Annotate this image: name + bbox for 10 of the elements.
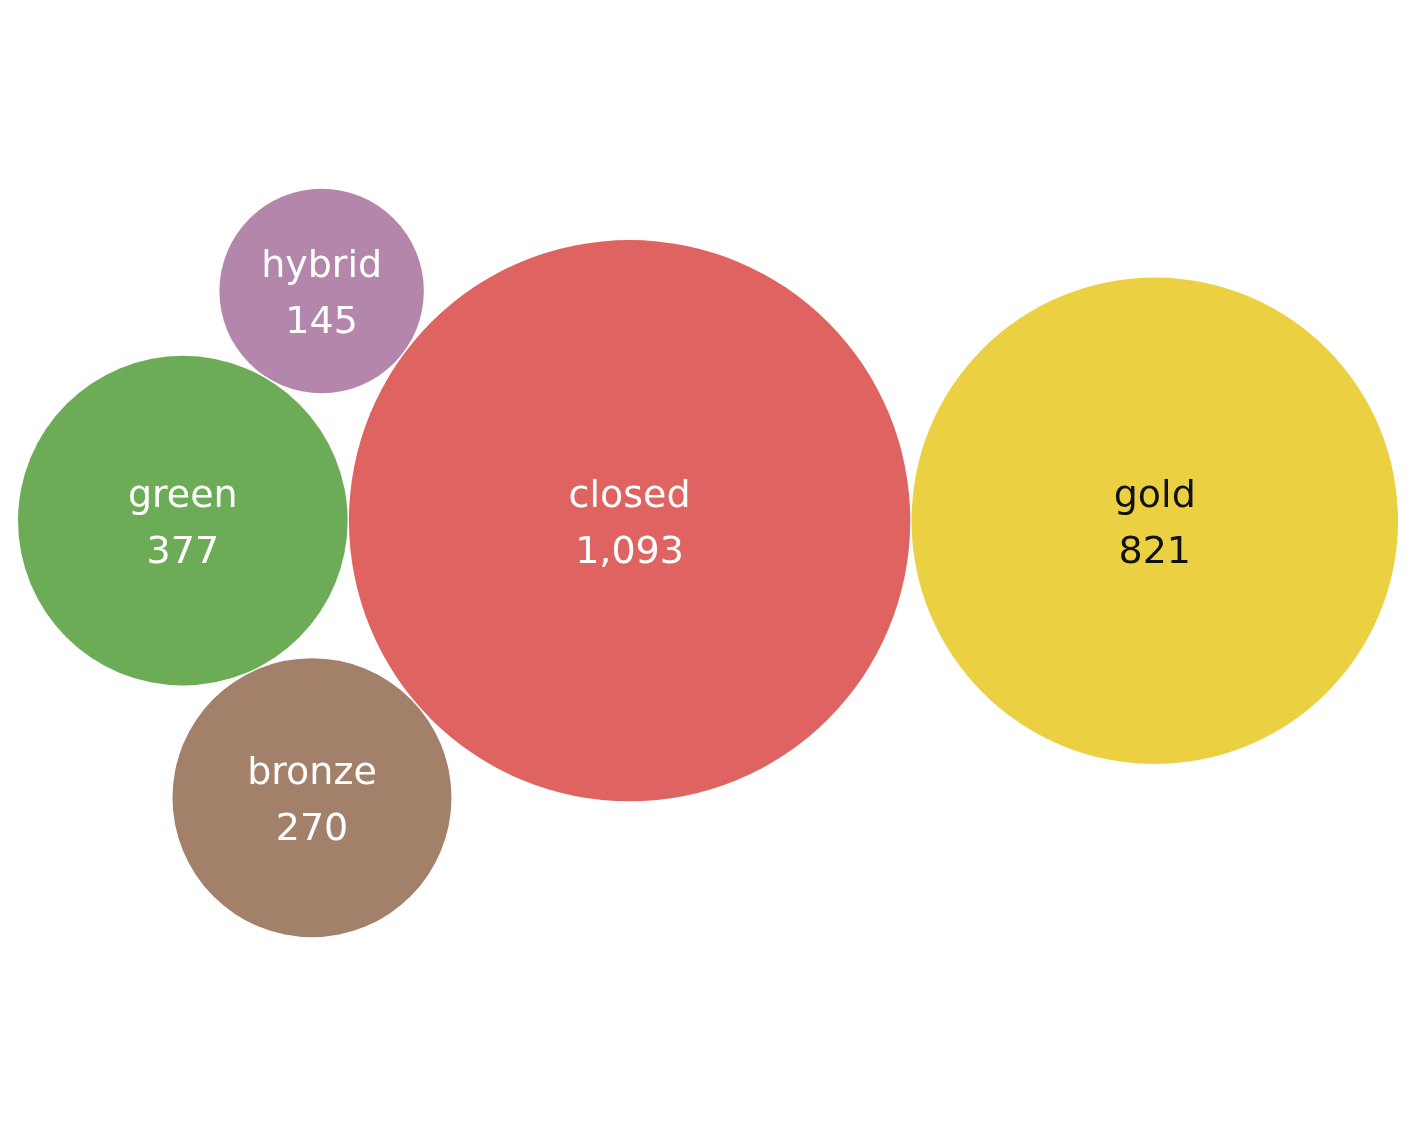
category-label: bronze <box>247 748 377 793</box>
category-label: green <box>127 471 238 516</box>
category-label: closed <box>568 471 691 516</box>
data-label: 821 <box>1118 527 1192 572</box>
category-label: gold <box>1113 471 1196 516</box>
data-label: 1,093 <box>575 527 684 572</box>
category-label: hybrid <box>261 242 383 287</box>
data-label: 377 <box>146 527 220 572</box>
data-label: 270 <box>275 804 349 849</box>
data-label: 145 <box>285 298 358 343</box>
